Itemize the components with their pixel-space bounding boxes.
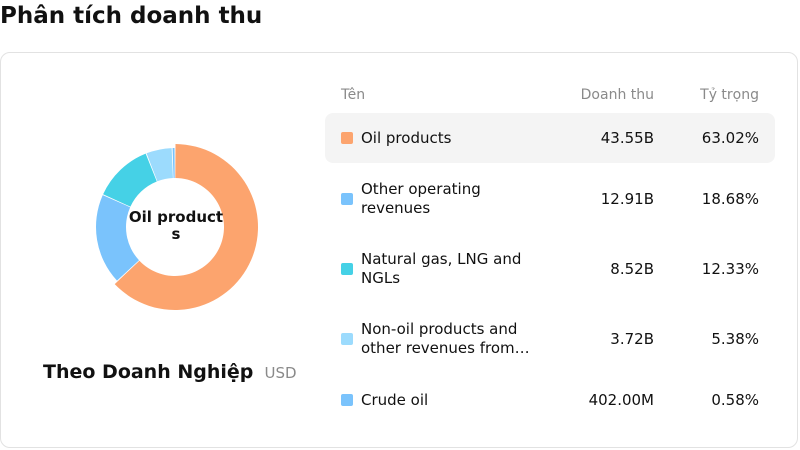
row-revenue: 43.55B (600, 129, 654, 147)
donut-slice[interactable] (96, 195, 140, 281)
row-share: 18.68% (701, 190, 759, 208)
row-share: 0.58% (711, 391, 759, 409)
row-name: Oil products (361, 128, 452, 147)
donut-slice[interactable] (146, 148, 173, 182)
row-share: 12.33% (701, 260, 759, 278)
row-revenue: 402.00M (588, 391, 654, 409)
row-revenue: 8.52B (610, 260, 654, 278)
legend-swatch (341, 193, 353, 205)
row-share: 5.38% (711, 330, 759, 348)
donut-svg (96, 144, 258, 310)
row-name: Crude oil (361, 390, 429, 409)
table-row[interactable]: Non-oil products and other revenues from… (325, 314, 775, 364)
table-row[interactable]: Oil products 43.55B 63.02% (325, 113, 775, 163)
row-revenue: 3.72B (610, 330, 654, 348)
legend-swatch (341, 333, 353, 345)
currency-unit: USD (264, 364, 297, 382)
legend-swatch (341, 263, 353, 275)
chart-subtitle: Theo Doanh Nghiệp USD (43, 361, 297, 383)
table-row[interactable]: Other operating revenues 12.91B 18.68% (325, 174, 775, 224)
row-name: Non-oil products and other revenues from… (361, 320, 530, 357)
donut-slice[interactable] (114, 144, 258, 310)
legend-swatch (341, 394, 353, 406)
row-share: 63.02% (701, 129, 759, 147)
donut-chart[interactable] (93, 136, 265, 316)
column-header-revenue: Doanh thu (580, 87, 654, 103)
row-name: Natural gas, LNG and NGLs (361, 250, 522, 287)
column-header-name: Tên (341, 87, 366, 103)
donut-slice[interactable] (103, 153, 157, 207)
donut-slice[interactable] (172, 148, 175, 179)
chart-subtitle-text: Theo Doanh Nghiệp (43, 361, 254, 383)
table-row[interactable]: Natural gas, LNG and NGLs 8.52B 12.33% (325, 244, 775, 294)
row-name: Other operating revenues (361, 180, 481, 217)
legend-swatch (341, 132, 353, 144)
row-revenue: 12.91B (600, 190, 654, 208)
donut-center-label: Oil products (128, 208, 224, 243)
table-row[interactable]: Crude oil 402.00M 0.58% (325, 375, 775, 425)
page-title: Phân tích doanh thu (0, 3, 263, 29)
column-header-share: Tỷ trọng (700, 87, 759, 103)
